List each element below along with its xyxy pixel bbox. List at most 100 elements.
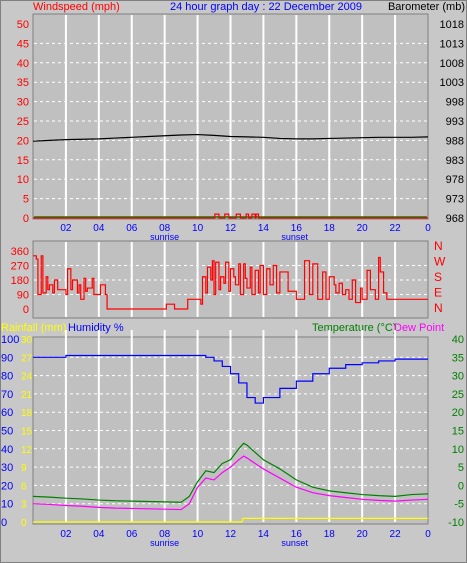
rainfall-tick-label: 9 [21, 463, 27, 474]
rainfall-tick-label: 0 [21, 518, 27, 529]
direction-tick-label: 0 [23, 304, 29, 316]
barometer-tick-label: 978 [446, 174, 464, 186]
rainfall-label: Rainfall (mm) [1, 322, 66, 334]
x-tick-label: 08 [159, 223, 171, 234]
dewpoint-label: Dew Point [394, 322, 444, 334]
barometer-tick-label: 1008 [440, 58, 464, 70]
x-tick-label: 08 [159, 529, 171, 540]
rainfall-tick-label: 30 [21, 335, 33, 346]
temperature-tick-label: 25 [452, 389, 464, 401]
windspeed-tick-label: 35 [17, 77, 29, 89]
windspeed-tick-label: 25 [17, 116, 29, 128]
temperature-tick-label: 5 [458, 462, 464, 474]
x-tick-label: 06 [126, 529, 138, 540]
x-tick-label: 20 [357, 223, 369, 234]
wind-baro-x-axis: 02 04 06 08 10 12 14 16 18 20 22 0 [60, 223, 431, 234]
temperature-tick-label: -5 [454, 499, 464, 511]
wind-baro-series [32, 133, 429, 219]
compass-tick-label: N [434, 239, 443, 253]
x-tick-label: 0 [425, 223, 431, 234]
barometer-tick-label: 1003 [440, 77, 464, 89]
barometer-label: Barometer (mb) [388, 1, 465, 13]
temperature-tick-label: 15 [452, 426, 464, 438]
windspeed-tick-label: 30 [17, 97, 29, 109]
temp-hum-annotations: sunrise sunset [150, 538, 308, 548]
direction-tick-label: 360 [11, 246, 29, 258]
dewpoint-line [32, 455, 429, 511]
humidity-tick-label: 0 [1, 517, 7, 529]
barometer-axis: 968 973 978 983 988 993 998 1003 1008 1013 1018 [440, 19, 464, 225]
windspeed-tick-label: 15 [17, 155, 29, 167]
windspeed-label: Windspeed (mph) [33, 1, 120, 13]
humidity-tick-label: 20 [1, 480, 13, 492]
humidity-line [33, 354, 428, 404]
x-tick-label: 18 [324, 529, 336, 540]
temperature-line [32, 442, 429, 503]
humidity-tick-label: 90 [1, 352, 13, 364]
humidity-tick-label: 70 [1, 389, 13, 401]
x-tick-label: 0 [425, 529, 431, 540]
direction-line [33, 255, 428, 310]
compass-tick-label: S [434, 270, 442, 284]
rainfall-line [33, 517, 428, 523]
barometer-tick-label: 998 [446, 97, 464, 109]
x-tick-label: 10 [192, 223, 204, 234]
compass-tick-label: E [434, 286, 442, 300]
annotation-sunrise: sunrise [150, 232, 179, 242]
rainfall-tick-label: 21 [21, 390, 33, 401]
temp-hum-series [32, 354, 429, 523]
windspeed-tick-label: 5 [23, 194, 29, 206]
x-tick-label: 04 [93, 529, 105, 540]
temp-hum-x-axis: 02 04 06 08 10 12 14 16 18 20 22 0 [60, 529, 431, 540]
humidity-tick-label: 10 [1, 499, 13, 511]
x-tick-label: 04 [93, 223, 105, 234]
temperature-axis: 40 35 30 25 20 15 10 5 0 -5 -10 [448, 334, 464, 529]
compass-tick-label: W [434, 255, 446, 269]
temperature-tick-label: 0 [458, 480, 464, 492]
compass-tick-label: N [434, 301, 443, 315]
windspeed-tick-label: 50 [17, 19, 29, 31]
x-tick-label: 22 [390, 529, 402, 540]
temperature-tick-label: 20 [452, 407, 464, 419]
x-tick-label: 16 [291, 223, 303, 234]
rainfall-tick-label: 24 [21, 372, 33, 383]
humidity-tick-label: 30 [1, 462, 13, 474]
wind-baro-annotations: sunrise sunset [150, 232, 308, 242]
temp-hum-grid [34, 330, 427, 522]
windspeed-tick-label: 20 [17, 135, 29, 147]
x-tick-label: 16 [291, 529, 303, 540]
humidity-tick-label: 50 [1, 426, 13, 438]
graph-title: 24 hour graph day : 22 December 2009 [170, 1, 362, 13]
x-tick-label: 22 [390, 223, 402, 234]
x-tick-label: 12 [225, 529, 237, 540]
barometer-tick-label: 983 [446, 155, 464, 167]
barometer-tick-label: 1013 [440, 38, 464, 50]
x-tick-label: 02 [60, 529, 72, 540]
barometer-tick-label: 988 [446, 135, 464, 147]
x-tick-label: 10 [192, 529, 204, 540]
barometer-tick-label: 968 [446, 213, 464, 225]
barometer-tick-label: 1018 [440, 19, 464, 31]
x-tick-label: 02 [60, 223, 72, 234]
windspeed-tick-label: 40 [17, 58, 29, 70]
temperature-tick-label: 30 [452, 371, 464, 383]
rainfall-tick-label: 15 [21, 427, 33, 438]
temperature-tick-label: -10 [448, 517, 464, 529]
annotation-sunset: sunset [281, 232, 308, 242]
rainfall-tick-label: 27 [21, 353, 33, 364]
humidity-tick-label: 80 [1, 371, 13, 383]
x-tick-label: 18 [324, 223, 336, 234]
windspeed-tick-label: 10 [17, 174, 29, 186]
direction-tick-label: 90 [17, 290, 29, 302]
direction-degree-axis: 360 270 180 90 0 [11, 246, 29, 316]
humidity-label: Humidity % [68, 322, 124, 334]
windspeed-line [33, 213, 428, 219]
humidity-tick-label: 60 [1, 407, 13, 419]
rainfall-tick-label: 12 [21, 445, 33, 456]
